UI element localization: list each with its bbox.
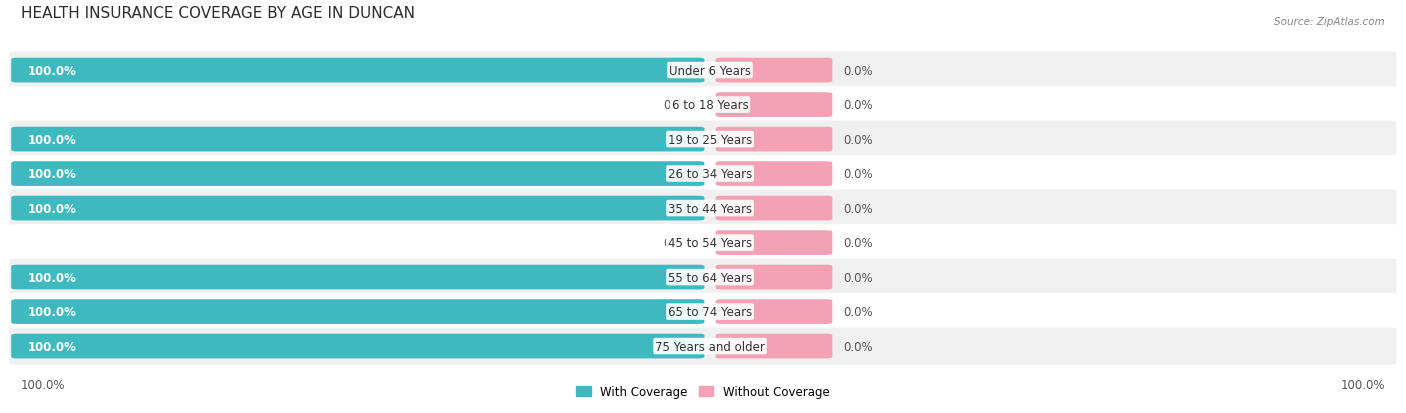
Text: 35 to 44 Years: 35 to 44 Years: [668, 202, 752, 215]
FancyBboxPatch shape: [716, 93, 832, 118]
FancyBboxPatch shape: [11, 299, 704, 324]
Text: 26 to 34 Years: 26 to 34 Years: [668, 168, 752, 180]
FancyBboxPatch shape: [10, 328, 1396, 365]
FancyBboxPatch shape: [10, 293, 1396, 330]
Text: 100.0%: 100.0%: [21, 377, 66, 391]
FancyBboxPatch shape: [716, 196, 832, 221]
Text: 0.0%: 0.0%: [844, 64, 873, 77]
Text: Source: ZipAtlas.com: Source: ZipAtlas.com: [1274, 17, 1385, 26]
FancyBboxPatch shape: [11, 265, 704, 290]
Text: 0.0%: 0.0%: [844, 99, 873, 112]
Text: 0.0%: 0.0%: [664, 237, 693, 249]
Text: 45 to 54 Years: 45 to 54 Years: [668, 237, 752, 249]
FancyBboxPatch shape: [716, 230, 832, 255]
Text: 65 to 74 Years: 65 to 74 Years: [668, 305, 752, 318]
Text: 100.0%: 100.0%: [1340, 377, 1385, 391]
FancyBboxPatch shape: [716, 299, 832, 324]
Text: 100.0%: 100.0%: [28, 271, 77, 284]
Text: 100.0%: 100.0%: [28, 340, 77, 353]
FancyBboxPatch shape: [716, 334, 832, 358]
FancyBboxPatch shape: [11, 59, 704, 83]
FancyBboxPatch shape: [10, 156, 1396, 192]
Text: 75 Years and older: 75 Years and older: [655, 340, 765, 353]
FancyBboxPatch shape: [10, 190, 1396, 227]
Text: HEALTH INSURANCE COVERAGE BY AGE IN DUNCAN: HEALTH INSURANCE COVERAGE BY AGE IN DUNC…: [21, 6, 415, 21]
FancyBboxPatch shape: [10, 259, 1396, 296]
Text: 100.0%: 100.0%: [28, 133, 77, 146]
Text: 19 to 25 Years: 19 to 25 Years: [668, 133, 752, 146]
FancyBboxPatch shape: [10, 121, 1396, 158]
FancyBboxPatch shape: [11, 162, 704, 187]
Text: 100.0%: 100.0%: [28, 305, 77, 318]
FancyBboxPatch shape: [716, 265, 832, 290]
Text: 0.0%: 0.0%: [844, 168, 873, 180]
Text: 100.0%: 100.0%: [28, 168, 77, 180]
Text: 100.0%: 100.0%: [28, 202, 77, 215]
FancyBboxPatch shape: [716, 128, 832, 152]
Text: 0.0%: 0.0%: [664, 99, 693, 112]
Text: 0.0%: 0.0%: [844, 271, 873, 284]
FancyBboxPatch shape: [10, 87, 1396, 124]
Text: 55 to 64 Years: 55 to 64 Years: [668, 271, 752, 284]
Text: 0.0%: 0.0%: [844, 305, 873, 318]
Text: 100.0%: 100.0%: [28, 64, 77, 77]
Text: 0.0%: 0.0%: [844, 340, 873, 353]
FancyBboxPatch shape: [10, 52, 1396, 89]
Text: 6 to 18 Years: 6 to 18 Years: [672, 99, 748, 112]
FancyBboxPatch shape: [11, 128, 704, 152]
Text: 0.0%: 0.0%: [844, 202, 873, 215]
FancyBboxPatch shape: [10, 225, 1396, 261]
FancyBboxPatch shape: [11, 334, 704, 358]
FancyBboxPatch shape: [11, 196, 704, 221]
Text: 0.0%: 0.0%: [844, 133, 873, 146]
FancyBboxPatch shape: [716, 59, 832, 83]
Text: Under 6 Years: Under 6 Years: [669, 64, 751, 77]
Text: 0.0%: 0.0%: [844, 237, 873, 249]
Legend: With Coverage, Without Coverage: With Coverage, Without Coverage: [572, 381, 834, 403]
FancyBboxPatch shape: [716, 162, 832, 187]
